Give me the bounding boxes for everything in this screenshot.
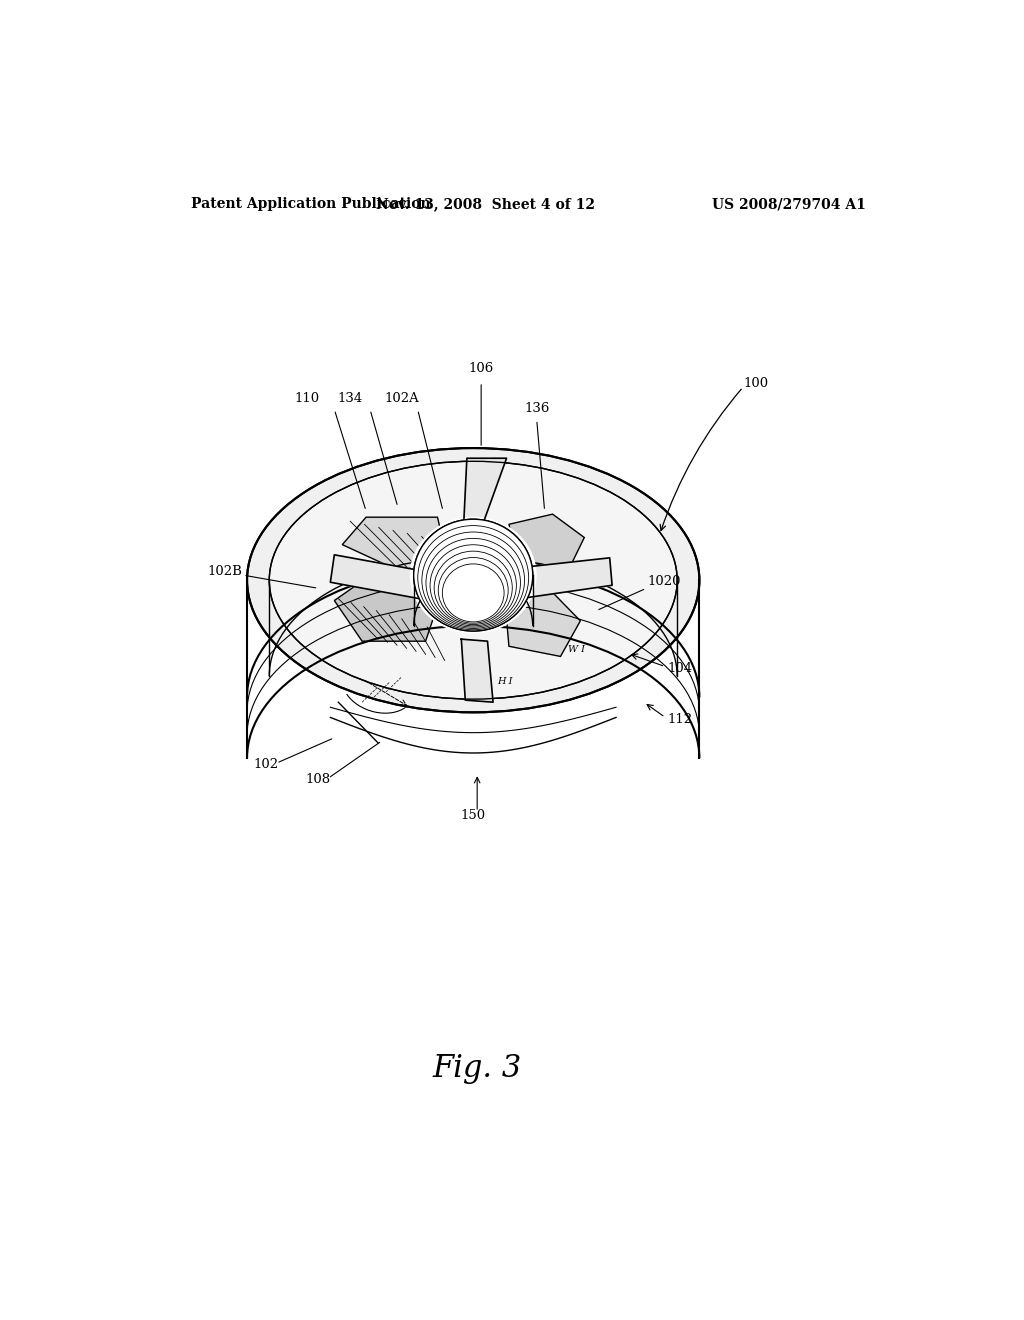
- Text: 106: 106: [469, 362, 494, 375]
- Text: 102B: 102B: [207, 565, 243, 578]
- Text: 100: 100: [743, 378, 768, 391]
- Ellipse shape: [247, 447, 699, 713]
- Polygon shape: [517, 558, 612, 598]
- Text: 134: 134: [338, 392, 362, 405]
- Text: US 2008/279704 A1: US 2008/279704 A1: [712, 197, 866, 211]
- Text: 1020: 1020: [648, 576, 681, 589]
- Text: Patent Application Publication: Patent Application Publication: [191, 197, 431, 211]
- Polygon shape: [509, 515, 585, 570]
- Text: 104: 104: [668, 661, 693, 675]
- Ellipse shape: [414, 519, 532, 631]
- Ellipse shape: [410, 516, 537, 634]
- Polygon shape: [505, 589, 581, 656]
- Ellipse shape: [414, 519, 532, 631]
- Text: Nov. 13, 2008  Sheet 4 of 12: Nov. 13, 2008 Sheet 4 of 12: [376, 197, 595, 211]
- Text: 102: 102: [254, 758, 279, 771]
- Polygon shape: [334, 570, 437, 642]
- Polygon shape: [342, 517, 445, 572]
- Text: Fig. 3: Fig. 3: [432, 1052, 522, 1084]
- Text: 112: 112: [668, 713, 693, 726]
- Text: 108: 108: [305, 774, 331, 787]
- Text: H I: H I: [498, 677, 513, 686]
- Text: 110: 110: [294, 392, 319, 405]
- Text: W I: W I: [568, 645, 585, 653]
- Text: 136: 136: [524, 403, 550, 416]
- Polygon shape: [461, 639, 494, 702]
- Text: 102A: 102A: [384, 392, 419, 405]
- Ellipse shape: [269, 461, 677, 700]
- Polygon shape: [464, 458, 507, 524]
- Polygon shape: [331, 554, 430, 601]
- Text: 150: 150: [461, 809, 485, 822]
